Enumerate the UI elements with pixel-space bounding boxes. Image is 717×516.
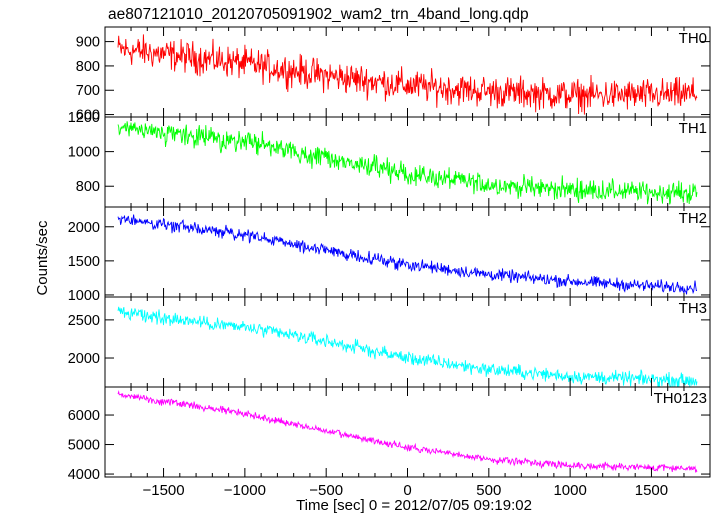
x-tick-label: −500 <box>309 482 343 499</box>
y-tick-label: 900 <box>76 35 100 51</box>
series-th3-line <box>117 306 698 387</box>
y-tick-label: 1000 <box>68 145 100 161</box>
series-th3-label: TH3 <box>679 300 707 317</box>
panels-group: TH0 600 700 800 900 TH1 800 1000 1200 TH2 1000 1500… <box>68 26 711 499</box>
x-tick-label: 0 <box>403 482 411 499</box>
x-tick-label: 1000 <box>553 482 586 499</box>
y-tick-label: 6000 <box>68 408 100 424</box>
series-th0-label: TH0 <box>679 30 707 47</box>
y-tick-label: 2500 <box>68 313 100 329</box>
series-th0123-line <box>117 390 698 473</box>
series-th2-label: TH2 <box>679 210 707 227</box>
y-tick-label: 600 <box>76 108 100 124</box>
series-th0123-label: TH0123 <box>654 390 707 407</box>
y-tick-label: 700 <box>76 83 100 99</box>
x-tick-label: −1500 <box>142 482 184 499</box>
y-axis-label: Counts/sec <box>34 220 51 296</box>
series-th1-line <box>117 121 698 205</box>
y-tick-label: 5000 <box>68 438 100 454</box>
x-axis-label: Time [sec] 0 = 2012/07/05 09:19:02 <box>296 497 532 514</box>
series-th0-line <box>117 34 698 115</box>
y-tick-label: 800 <box>76 179 100 195</box>
y-tick-label: 1000 <box>68 288 100 304</box>
series-th1-label: TH1 <box>679 120 707 137</box>
y-tick-label: 800 <box>76 59 100 75</box>
x-tick-label: −1000 <box>224 482 266 499</box>
y-tick-label: 2000 <box>68 351 100 367</box>
y-tick-label: 1200 <box>68 110 100 126</box>
x-tick-label: 1500 <box>635 482 668 499</box>
series-th2-line <box>117 214 698 295</box>
y-tick-label: 1500 <box>68 254 100 270</box>
chart-title: ae807121010_20120705091902_wam2_trn_4ban… <box>108 6 529 23</box>
y-tick-label: 2000 <box>68 220 100 236</box>
x-tick-label: 500 <box>476 482 501 499</box>
panel-th3-frame <box>104 296 711 388</box>
y-tick-label: 4000 <box>68 467 100 483</box>
